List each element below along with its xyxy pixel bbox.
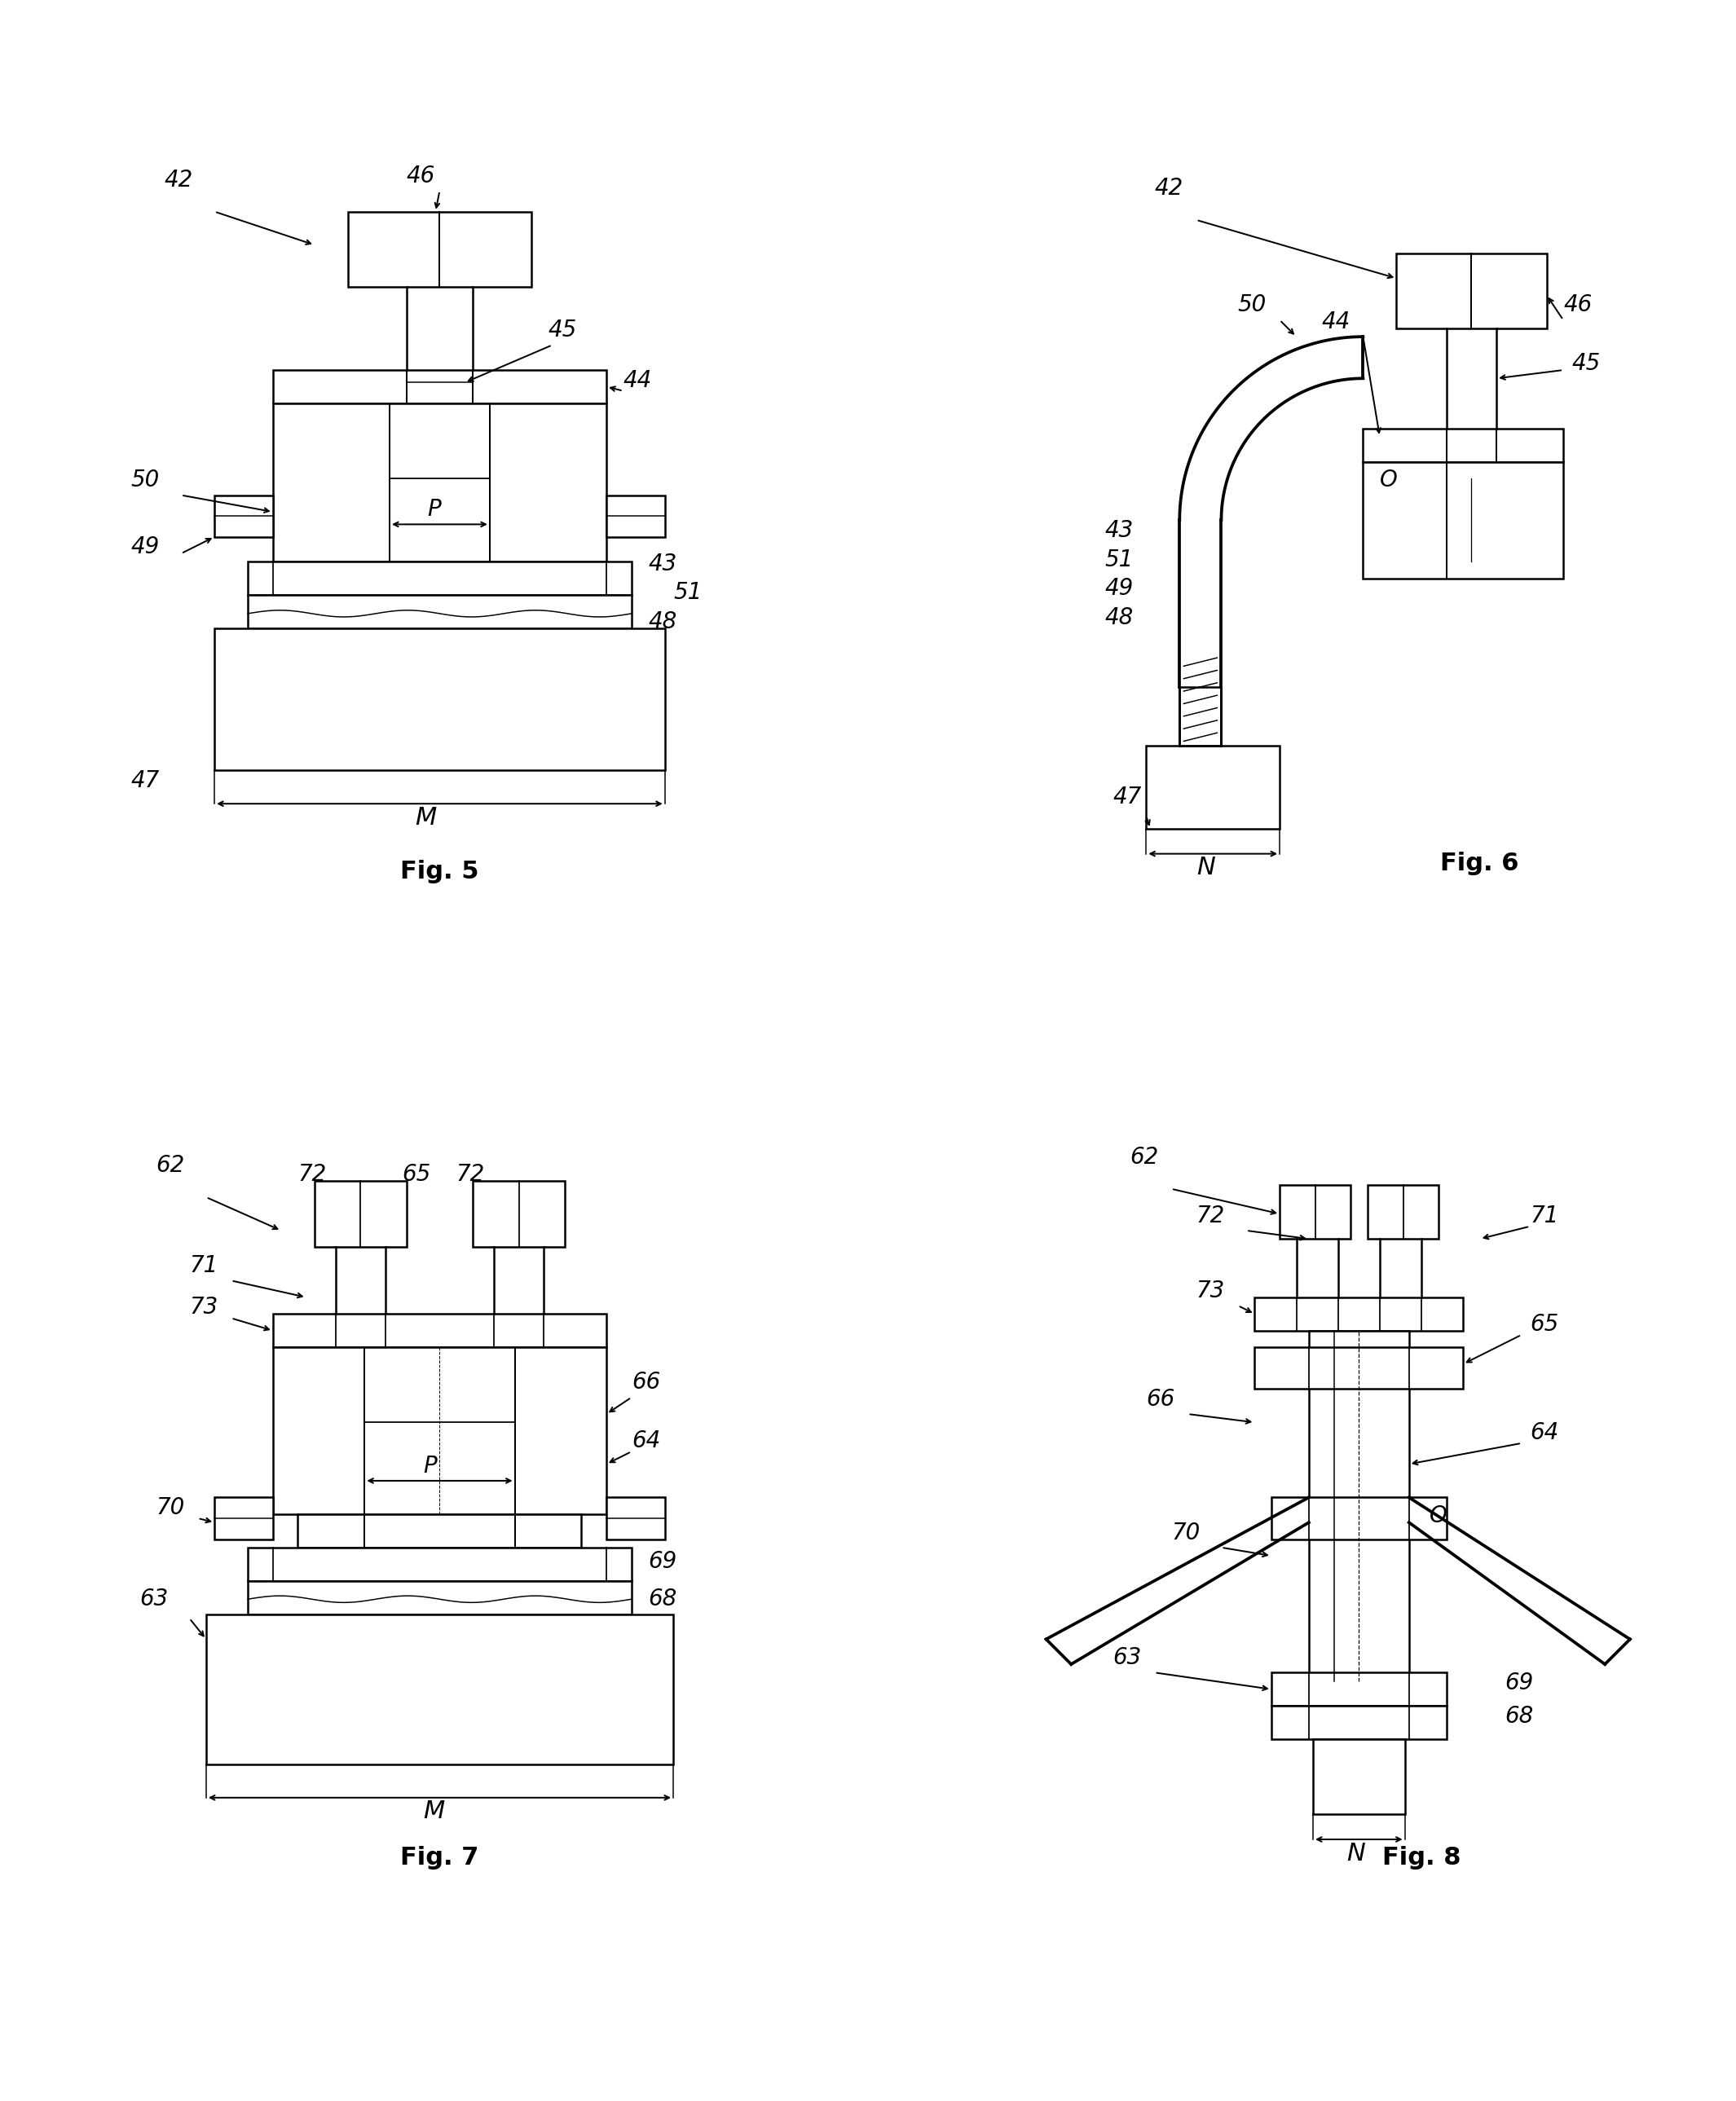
Text: 45: 45	[1571, 353, 1601, 374]
Text: 68: 68	[648, 1588, 677, 1611]
Text: 65: 65	[403, 1162, 431, 1185]
Text: 70: 70	[156, 1496, 184, 1519]
Text: 63: 63	[1113, 1647, 1142, 1668]
Bar	[1396, 254, 1547, 328]
Text: 48: 48	[1104, 607, 1134, 630]
Text: 72: 72	[1196, 1204, 1226, 1227]
Bar	[314, 1181, 406, 1248]
Text: 68: 68	[1505, 1704, 1533, 1727]
Bar	[215, 628, 665, 771]
Text: Fig. 5: Fig. 5	[401, 859, 479, 885]
Text: 71: 71	[1529, 1204, 1559, 1227]
Text: 69: 69	[648, 1551, 677, 1574]
Text: 43: 43	[648, 553, 677, 576]
Bar	[273, 403, 606, 561]
Bar	[606, 1498, 665, 1540]
Bar	[1255, 1296, 1463, 1330]
Bar	[273, 1347, 606, 1515]
Bar	[299, 1515, 582, 1548]
Bar	[215, 1498, 273, 1540]
Text: 73: 73	[1196, 1280, 1226, 1303]
Text: 44: 44	[623, 370, 653, 391]
Bar	[1255, 1347, 1463, 1389]
Bar	[273, 1313, 606, 1347]
Text: M: M	[415, 807, 436, 830]
Bar	[248, 1580, 632, 1614]
Text: 72: 72	[457, 1162, 484, 1185]
Text: 44: 44	[1321, 311, 1351, 334]
Text: 42: 42	[1154, 176, 1184, 200]
Bar	[248, 561, 632, 595]
Text: 65: 65	[1529, 1313, 1559, 1336]
Text: 71: 71	[189, 1254, 219, 1277]
Bar	[606, 496, 665, 538]
Text: 63: 63	[139, 1588, 168, 1611]
Bar	[1271, 1706, 1446, 1740]
Text: 48: 48	[648, 611, 677, 635]
Bar	[1312, 1740, 1404, 1815]
Bar	[1368, 1185, 1437, 1240]
Bar	[248, 595, 632, 628]
Bar	[215, 496, 273, 538]
Bar	[1271, 1498, 1446, 1540]
Text: 50: 50	[130, 469, 160, 492]
Bar	[1363, 462, 1562, 578]
Bar	[1363, 429, 1562, 462]
Text: 50: 50	[1238, 294, 1267, 317]
Text: 49: 49	[1104, 578, 1134, 601]
Text: Fig. 8: Fig. 8	[1382, 1845, 1460, 1870]
Text: 45: 45	[549, 319, 576, 342]
Text: 72: 72	[299, 1162, 326, 1185]
Bar	[1146, 746, 1279, 828]
Text: 70: 70	[1172, 1521, 1200, 1544]
Text: O: O	[1430, 1504, 1448, 1527]
Text: P: P	[427, 498, 441, 521]
Bar	[273, 370, 606, 403]
Text: 66: 66	[632, 1372, 660, 1393]
Text: 64: 64	[1529, 1420, 1559, 1443]
Bar	[1279, 1185, 1351, 1240]
Bar	[1271, 1672, 1446, 1706]
Text: 47: 47	[130, 769, 160, 792]
Text: N: N	[1347, 1840, 1364, 1866]
Text: 51: 51	[674, 582, 701, 605]
Bar	[207, 1614, 674, 1765]
Text: 49: 49	[130, 536, 160, 559]
Text: 46: 46	[1562, 294, 1592, 317]
Text: 62: 62	[1130, 1145, 1158, 1168]
Text: 51: 51	[1104, 548, 1134, 571]
Text: O: O	[1380, 469, 1397, 492]
Bar	[248, 1548, 632, 1580]
Bar	[472, 1181, 564, 1248]
Text: 62: 62	[156, 1153, 184, 1177]
Text: Fig. 6: Fig. 6	[1441, 851, 1519, 876]
Text: 43: 43	[1104, 519, 1134, 542]
Text: Fig. 7: Fig. 7	[401, 1845, 479, 1870]
Text: 73: 73	[189, 1296, 219, 1319]
Bar	[1309, 1330, 1410, 1681]
Text: 47: 47	[1113, 786, 1142, 809]
Bar	[347, 212, 531, 286]
Text: N: N	[1196, 855, 1215, 880]
Text: 69: 69	[1505, 1670, 1533, 1693]
Text: M: M	[424, 1801, 444, 1824]
Text: 42: 42	[165, 168, 193, 191]
Text: P: P	[424, 1454, 437, 1477]
Text: 66: 66	[1146, 1389, 1175, 1410]
Text: 64: 64	[632, 1429, 660, 1452]
Text: 46: 46	[406, 164, 436, 187]
